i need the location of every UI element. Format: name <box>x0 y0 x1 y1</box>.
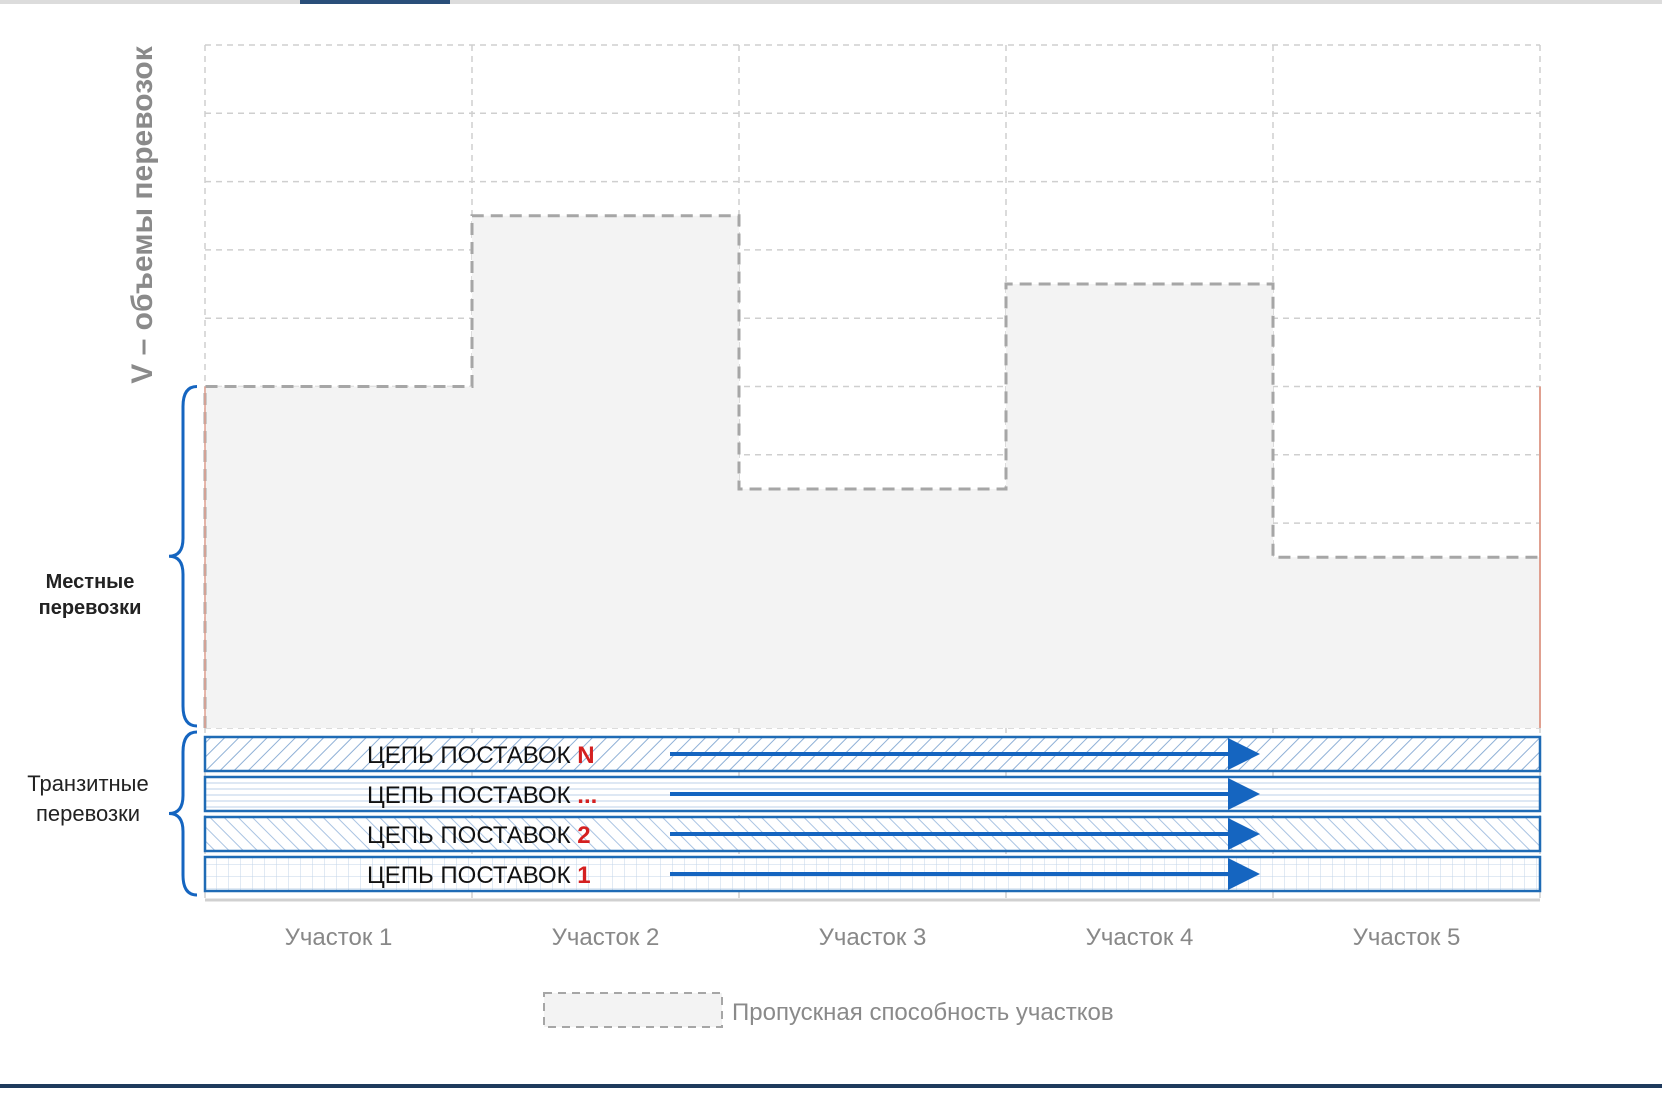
supply-chain-suffix: 1 <box>577 862 590 889</box>
bottom-border-band <box>0 1084 1662 1088</box>
supply-chain-band <box>203 855 1542 893</box>
bracket-transit-label-line1: Транзитные <box>27 771 148 796</box>
capacity-bar-fill <box>472 215 739 728</box>
supply-chain-prefix: ЦЕПЬ ПОСТАВОК <box>367 782 577 809</box>
bracket-transit-label-line2: перевозки <box>36 801 140 826</box>
supply-chain-label: ЦЕПЬ ПОСТАВОК ... <box>367 782 597 809</box>
capacity-bar-fill <box>1273 557 1540 728</box>
top-border-band <box>0 0 1662 4</box>
supply-chain-label: ЦЕПЬ ПОСТАВОК N <box>367 742 595 769</box>
supply-chain-row: ЦЕПЬ ПОСТАВОК ... <box>203 775 1542 813</box>
supply-chain-label: ЦЕПЬ ПОСТАВОК 1 <box>367 862 591 889</box>
legend-label: Пропускная способность участков <box>732 999 1114 1026</box>
x-tick-label: Участок 5 <box>1353 924 1461 951</box>
bracket-local-brace <box>168 385 198 728</box>
capacity-outline <box>203 214 1540 728</box>
x-axis-ticks: Участок 1 Участок 2 Участок 3 Участок 4 Учас… <box>285 924 1461 951</box>
supply-chain-suffix: 2 <box>577 822 590 849</box>
x-tick-label: Участок 1 <box>285 924 393 951</box>
legend-swatch <box>543 992 723 1028</box>
bracket-local-label-line2: перевозки <box>39 597 142 619</box>
y-axis-label: V – объемы перевозок <box>126 45 159 383</box>
x-tick-label: Участок 3 <box>819 924 927 951</box>
bracket-transit: Транзитные перевозки <box>27 730 198 897</box>
supply-chain-row: ЦЕПЬ ПОСТАВОК N <box>203 735 1542 773</box>
legend: Пропускная способность участков <box>543 992 1114 1028</box>
bracket-local-label-line1: Местные <box>46 571 135 593</box>
supply-chain-suffix: ... <box>577 782 597 809</box>
x-tick-label: Участок 2 <box>552 924 660 951</box>
supply-chain-prefix: ЦЕПЬ ПОСТАВОК <box>367 862 577 889</box>
supply-chain-band <box>203 815 1542 853</box>
supply-chain-row: ЦЕПЬ ПОСТАВОК 1 <box>203 855 1542 893</box>
capacity-bar-fill <box>205 386 472 728</box>
supply-chain-row: ЦЕПЬ ПОСТАВОК 2 <box>203 815 1542 853</box>
supply-chain-suffix: N <box>577 742 594 769</box>
supply-chain-label: ЦЕПЬ ПОСТАВОК 2 <box>367 822 591 849</box>
supply-chain-prefix: ЦЕПЬ ПОСТАВОК <box>367 742 577 769</box>
capacity-bar-fill <box>1006 284 1273 728</box>
capacity-bars <box>203 214 1541 728</box>
top-accent-band <box>300 0 450 4</box>
bracket-local: Местные перевозки <box>39 385 198 728</box>
x-tick-label: Участок 4 <box>1086 924 1194 951</box>
bracket-transit-brace <box>168 730 198 897</box>
supply-chain-prefix: ЦЕПЬ ПОСТАВОК <box>367 822 577 849</box>
capacity-bar-fill <box>739 488 1006 728</box>
